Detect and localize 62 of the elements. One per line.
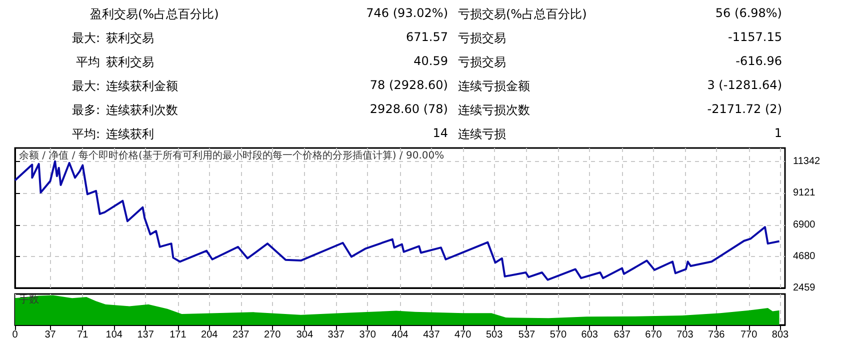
text: 连续获利 bbox=[106, 126, 154, 143]
x-tick-label: 370 bbox=[359, 330, 376, 340]
text: 连续获利次数 bbox=[106, 102, 178, 119]
text: 获利交易 bbox=[106, 30, 154, 47]
text: 获利交易 bbox=[106, 54, 154, 71]
x-tick-label: 71 bbox=[77, 330, 89, 340]
text: 盈利交易(%占总百分比) bbox=[90, 6, 219, 23]
text: 亏损交易 bbox=[458, 54, 506, 71]
text: 78 (2928.60) bbox=[370, 78, 448, 92]
text: 亏损交易 bbox=[458, 30, 506, 47]
y-tick-label: 9121 bbox=[793, 188, 816, 199]
text: -616.96 bbox=[736, 54, 782, 68]
x-tick-label: 37 bbox=[44, 330, 56, 340]
text: 56 (6.98%) bbox=[715, 6, 782, 20]
x-tick-label: 237 bbox=[232, 330, 250, 340]
line-series bbox=[14, 160, 780, 281]
text: 40.59 bbox=[414, 54, 448, 68]
text: 746 (93.02%) bbox=[366, 6, 448, 20]
x-tick-label: 404 bbox=[392, 330, 409, 340]
y-tick-label: 6900 bbox=[793, 219, 816, 230]
text: 连续亏损金额 bbox=[458, 78, 530, 95]
x-tick-label: 503 bbox=[486, 330, 504, 340]
text: 最大: bbox=[72, 78, 100, 95]
x-tick-label: 670 bbox=[645, 330, 662, 340]
x-tick-label: 337 bbox=[328, 330, 345, 340]
x-tick-label: 537 bbox=[518, 330, 536, 340]
text: 最大: bbox=[72, 30, 100, 47]
text: 最多: bbox=[72, 102, 100, 119]
x-tick-label: 270 bbox=[264, 330, 282, 340]
chart-title: 手数 bbox=[19, 294, 39, 306]
text: 连续亏损次数 bbox=[458, 102, 530, 119]
x-tick-label: 437 bbox=[423, 330, 440, 340]
text: 2928.60 (78) bbox=[370, 102, 448, 116]
x-tick-label: 137 bbox=[137, 330, 154, 340]
y-tick-label: 4680 bbox=[793, 250, 816, 262]
x-tick-label: 304 bbox=[296, 330, 314, 340]
x-tick-label: 770 bbox=[740, 330, 758, 340]
x-tick-label: 603 bbox=[581, 330, 598, 340]
x-tick-label: 637 bbox=[614, 330, 631, 340]
text: 14 bbox=[432, 126, 448, 140]
x-tick-label: 0 bbox=[12, 330, 18, 340]
x-tick-label: 703 bbox=[676, 330, 694, 340]
y-tick-label: 2459 bbox=[793, 282, 816, 294]
x-tick-label: 470 bbox=[454, 330, 472, 340]
x-tick-label: 570 bbox=[550, 330, 567, 340]
text: 平均: bbox=[72, 126, 100, 143]
y-tick-label: 11342 bbox=[793, 156, 821, 168]
x-tick-label: 104 bbox=[106, 330, 123, 340]
x-tick-label: 803 bbox=[772, 330, 790, 340]
text: 亏损交易(%占总百分比) bbox=[458, 6, 587, 23]
x-tick-label: 171 bbox=[170, 330, 187, 340]
x-tick-label: 204 bbox=[201, 330, 218, 340]
text: 连续获利金额 bbox=[106, 78, 178, 95]
text: 3 (-1281.64) bbox=[707, 78, 782, 92]
text: 平均 bbox=[76, 54, 100, 71]
chart-title: 余额 / 净值 / 每个即时价格(基于所有可利用的最小时段的每一个价格的分形插值计算) / 90.00% bbox=[19, 150, 444, 162]
text: 1 bbox=[774, 126, 782, 140]
text: -2171.72 (2) bbox=[707, 102, 782, 116]
x-tick-label: 736 bbox=[708, 330, 726, 340]
text: 连续亏损 bbox=[458, 126, 506, 143]
text: -1157.15 bbox=[728, 30, 782, 44]
text: 671.57 bbox=[406, 30, 448, 44]
